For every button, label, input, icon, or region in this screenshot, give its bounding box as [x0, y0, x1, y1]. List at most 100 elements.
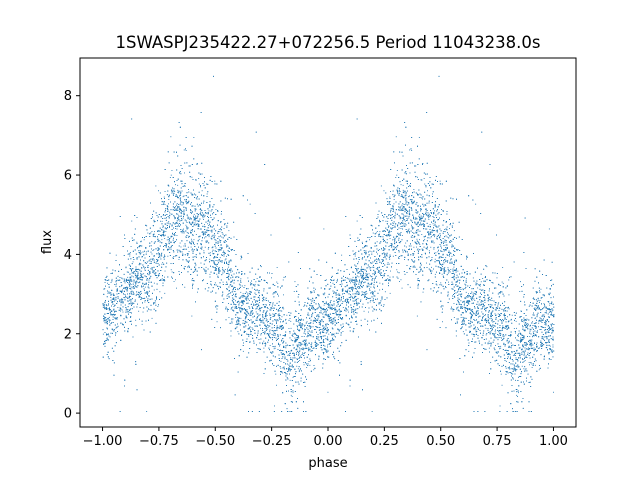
data-point: [117, 307, 119, 308]
data-point: [442, 266, 443, 267]
data-point: [451, 255, 453, 257]
data-point: [198, 178, 200, 179]
data-point: [109, 308, 110, 309]
data-point: [507, 372, 509, 374]
data-point: [280, 319, 282, 320]
data-point: [264, 304, 266, 306]
data-point: [309, 334, 311, 335]
data-point: [447, 267, 449, 269]
data-point: [369, 239, 370, 241]
data-point: [247, 277, 249, 279]
data-point: [177, 184, 179, 186]
data-point: [379, 282, 381, 284]
data-point: [413, 261, 414, 263]
data-point: [297, 335, 299, 337]
data-point: [191, 176, 193, 178]
data-point: [431, 230, 433, 232]
data-point: [213, 272, 215, 274]
data-point: [339, 329, 341, 330]
data-point: [333, 335, 335, 337]
data-point: [540, 344, 542, 346]
data-point: [465, 291, 467, 293]
data-point: [281, 316, 283, 318]
data-point: [274, 345, 276, 347]
data-point: [393, 223, 395, 225]
data-point: [403, 192, 405, 194]
data-point: [543, 294, 545, 296]
data-point: [369, 301, 371, 303]
data-point: [371, 263, 373, 264]
data-point: [284, 372, 286, 373]
data-point: [517, 396, 518, 397]
data-point: [396, 174, 398, 176]
data-point: [206, 230, 208, 232]
data-point: [483, 315, 485, 316]
data-point: [247, 292, 249, 294]
data-point: [372, 297, 374, 299]
data-point: [179, 220, 181, 222]
data-point: [347, 298, 349, 300]
data-point: [490, 304, 492, 306]
data-point: [174, 191, 176, 192]
data-point: [164, 191, 166, 192]
data-point: [193, 137, 195, 138]
data-point: [300, 327, 301, 329]
data-point: [179, 190, 181, 192]
data-point: [362, 277, 364, 279]
data-point: [463, 317, 465, 319]
data-point: [530, 345, 532, 347]
data-point: [499, 405, 501, 407]
data-point: [203, 213, 205, 215]
data-point: [318, 305, 320, 307]
data-point: [552, 331, 554, 333]
data-point: [457, 270, 459, 272]
data-point: [140, 240, 142, 242]
data-point: [529, 336, 531, 337]
data-point: [510, 347, 512, 349]
data-point: [147, 232, 149, 234]
data-point: [501, 384, 503, 386]
data-point: [396, 170, 398, 171]
data-point: [324, 288, 326, 290]
data-point: [428, 250, 430, 252]
data-point: [417, 176, 418, 178]
data-point: [240, 279, 242, 281]
data-point: [219, 231, 221, 233]
data-point: [306, 367, 308, 368]
data-point: [349, 287, 351, 289]
data-point: [411, 208, 413, 210]
data-point: [203, 219, 204, 220]
data-point: [306, 321, 308, 323]
data-point: [153, 249, 155, 250]
data-point: [537, 348, 539, 349]
data-point: [310, 335, 312, 337]
data-point: [215, 305, 217, 307]
data-point: [406, 213, 408, 215]
data-point: [522, 321, 523, 322]
data-point: [177, 189, 179, 191]
data-point: [439, 180, 441, 182]
data-point: [154, 231, 155, 233]
data-point: [354, 288, 356, 289]
data-point: [161, 252, 163, 254]
data-point: [521, 365, 523, 367]
data-point: [454, 247, 456, 249]
data-point: [272, 313, 274, 315]
data-point: [173, 241, 175, 243]
data-point: [504, 317, 506, 318]
data-point: [453, 230, 455, 232]
data-point: [363, 310, 365, 312]
data-point: [110, 297, 112, 298]
data-point: [348, 297, 350, 298]
data-point: [384, 291, 386, 293]
data-point: [480, 308, 482, 310]
data-point: [274, 333, 276, 335]
data-point: [153, 273, 155, 274]
data-point: [122, 289, 123, 291]
data-point: [482, 313, 484, 315]
data-point: [524, 369, 526, 371]
data-point: [276, 267, 278, 268]
data-point: [482, 317, 483, 319]
data-point: [289, 365, 290, 367]
data-point: [508, 279, 510, 281]
